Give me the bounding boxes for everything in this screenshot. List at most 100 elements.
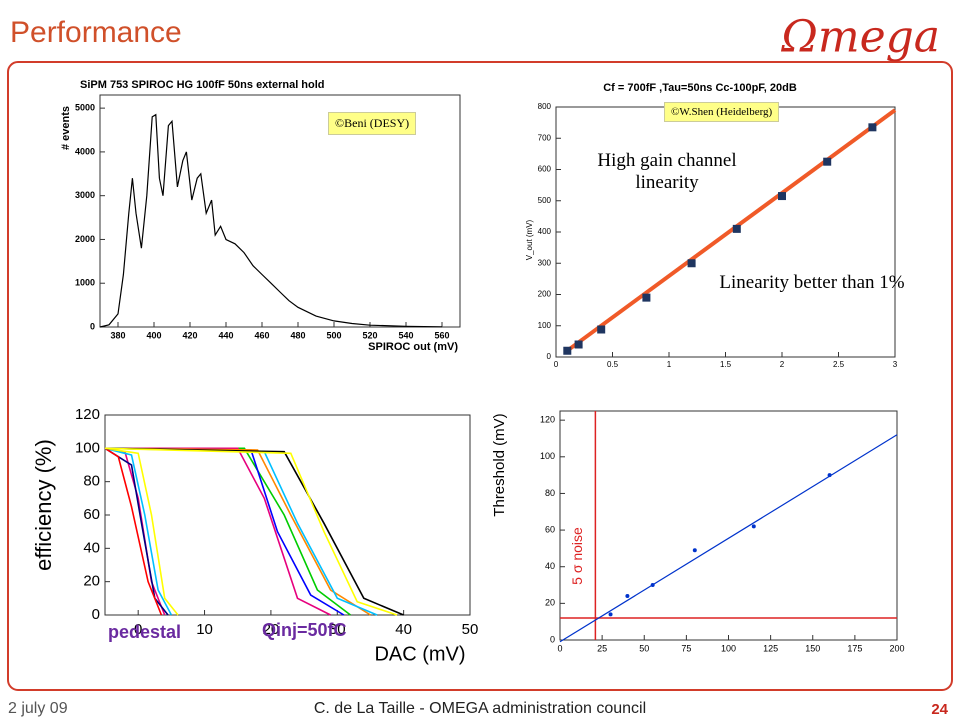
- y-tick-label: 5000: [75, 103, 95, 113]
- footer-author: C. de La Taille - OMEGA administration c…: [314, 700, 646, 717]
- data-line: [104, 447, 404, 616]
- x-tick-label: 400: [146, 330, 161, 340]
- y-tick-label: 20: [545, 598, 555, 608]
- annotation: High gain channel linearity: [597, 150, 737, 193]
- y-tick-label: 1000: [75, 278, 95, 288]
- chart-title: Cf = 700fF ,Tau=50ns Cc-100pF, 20dB: [603, 82, 797, 94]
- x-axis-label: SPIROC out (mV): [368, 341, 458, 353]
- data-line: [99, 113, 443, 328]
- data-point: [827, 473, 832, 478]
- data-line: [104, 447, 163, 616]
- x-tick-label: 25: [597, 643, 607, 653]
- y-tick-label: 200: [538, 290, 552, 299]
- x-tick-label: 0: [557, 643, 562, 653]
- data-line: [563, 108, 897, 354]
- data-point: [868, 123, 877, 132]
- x-tick-label: 540: [398, 330, 413, 340]
- y-tick-label: 100: [538, 321, 552, 330]
- x-tick-label: 1.5: [720, 360, 732, 369]
- annotation: Linearity better than 1%: [719, 272, 905, 293]
- x-tick-label: 480: [290, 330, 305, 340]
- y-tick-label: 120: [540, 415, 555, 425]
- plot-frame: [559, 410, 898, 641]
- y-tick-label: 80: [545, 488, 555, 498]
- data-line: [559, 434, 898, 643]
- y-tick-label: 60: [545, 524, 555, 534]
- y-tick-label: 60: [83, 506, 100, 523]
- x-tick-label: 10: [196, 621, 213, 638]
- plot-frame: [104, 414, 471, 616]
- x-tick-label: 125: [763, 643, 778, 653]
- y-tick-label: 0: [92, 606, 100, 623]
- x-tick-label: 2.5: [833, 360, 845, 369]
- y-tick-label: 40: [83, 539, 100, 556]
- x-tick-label: 560: [434, 330, 449, 340]
- data-point: [687, 259, 696, 268]
- x-tick-label: 200: [889, 643, 904, 653]
- x-tick-label: 380: [110, 330, 125, 340]
- slide-frame: [7, 61, 953, 691]
- x-tick-label: 30: [329, 621, 346, 638]
- y-tick-label: 80: [83, 473, 100, 490]
- data-line: [104, 447, 398, 616]
- footer-date: 2 july 09: [8, 700, 68, 717]
- data-point: [563, 346, 572, 355]
- data-point: [732, 224, 741, 233]
- annotation: ©W.Shen (Heidelberg): [664, 102, 780, 122]
- y-tick-label: 120: [75, 406, 100, 423]
- y-tick-label: 500: [538, 196, 552, 205]
- x-tick-label: 100: [721, 643, 736, 653]
- y-tick-label: 40: [545, 561, 555, 571]
- x-tick-label: 3: [893, 360, 898, 369]
- y-tick-label: 4000: [75, 146, 95, 156]
- page-number: 24: [931, 701, 948, 718]
- y-tick-label: 100: [540, 451, 555, 461]
- x-tick-label: 150: [805, 643, 820, 653]
- y-axis-label: V_out (mV): [525, 219, 534, 260]
- annotation: Qinj=50fC: [262, 620, 347, 640]
- y-tick-label: 2000: [75, 234, 95, 244]
- x-tick-label: 50: [639, 643, 649, 653]
- y-axis-label: # events: [60, 106, 72, 150]
- data-point: [823, 157, 832, 166]
- data-point: [692, 548, 697, 553]
- x-tick-label: 460: [254, 330, 269, 340]
- data-line: [104, 447, 179, 616]
- y-tick-label: 20: [83, 573, 100, 590]
- data-point: [574, 340, 583, 349]
- data-point: [608, 612, 613, 617]
- x-tick-label: 0: [554, 360, 559, 369]
- data-line: [105, 447, 331, 616]
- data-point: [597, 325, 606, 334]
- logo: Ωmega: [780, 12, 940, 63]
- x-tick-label: 50: [462, 621, 479, 638]
- y-tick-label: 400: [538, 227, 552, 236]
- data-point: [751, 524, 756, 529]
- x-axis-label: DAC (mV): [374, 643, 465, 665]
- x-tick-label: 0: [134, 621, 142, 638]
- y-axis-label: Threshold (mV): [491, 413, 508, 516]
- x-tick-label: 0.5: [607, 360, 619, 369]
- data-line: [104, 447, 169, 616]
- x-tick-label: 40: [395, 621, 412, 638]
- y-tick-label: 0: [547, 352, 552, 361]
- data-point: [650, 583, 655, 588]
- annotation: 5 σ noise: [568, 527, 585, 585]
- chart-title: SiPM 753 SPIROC HG 100fF 50ns external h…: [80, 79, 325, 91]
- x-tick-label: 2: [780, 360, 785, 369]
- x-tick-label: 175: [847, 643, 862, 653]
- y-tick-label: 3000: [75, 190, 95, 200]
- y-tick-label: 800: [538, 102, 552, 111]
- x-tick-label: 20: [263, 621, 280, 638]
- y-tick-label: 700: [538, 133, 552, 142]
- y-tick-label: 0: [90, 321, 95, 331]
- slide-title: Performance: [10, 16, 182, 49]
- data-line: [104, 447, 173, 616]
- y-tick-label: 0: [550, 634, 555, 644]
- y-tick-label: 600: [538, 165, 552, 174]
- annotation: pedestal: [108, 622, 182, 642]
- x-tick-label: 440: [218, 330, 233, 340]
- x-tick-label: 500: [326, 330, 341, 340]
- annotation: ©Beni (DESY): [328, 112, 417, 135]
